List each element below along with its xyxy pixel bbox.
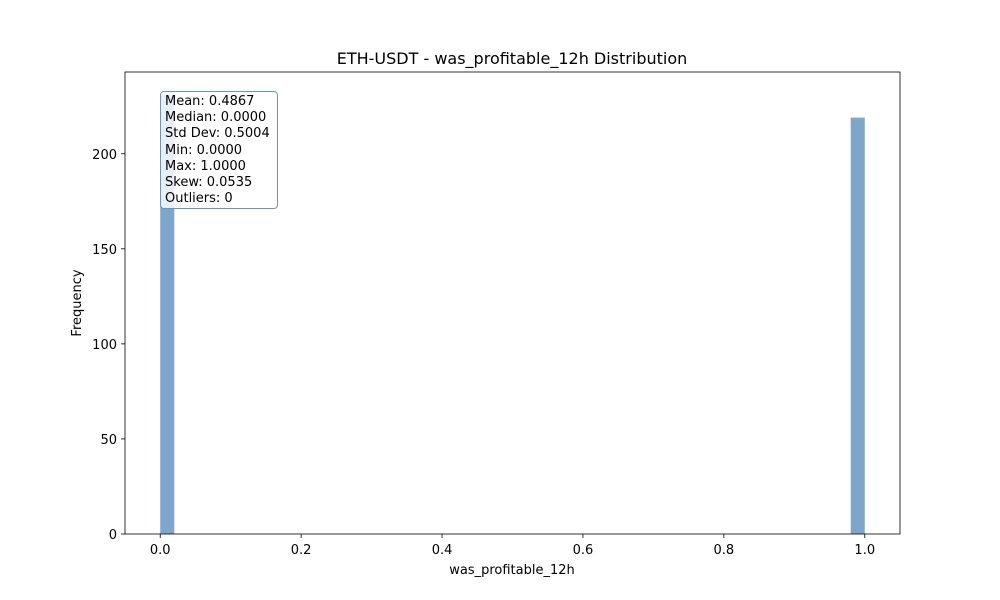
plot-frame [124,71,901,535]
y-tick-label: 150 [92,243,117,258]
stat-median: Median: 0.0000 [165,110,267,126]
stat-min: Min: 0.0000 [165,142,243,158]
x-tick-label: 1.0 [854,543,875,558]
x-tick-label: 0.6 [573,543,594,558]
stat-outliers: Outliers: 0 [165,191,233,207]
y-tick-label: 0 [109,528,117,543]
y-tick-label: 100 [92,338,117,353]
statistics-box: Mean: 0.4867 Median: 0.0000 Std Dev: 0.5… [160,91,278,209]
chart-title: ETH-USDT - was_profitable_12h Distributi… [337,49,688,69]
y-tick-label: 50 [100,433,117,448]
histogram-bar [850,117,865,534]
x-axis-ticks: 0.0 0.2 0.4 0.6 0.8 1.0 [150,534,875,558]
y-tick-label: 200 [92,148,117,163]
stat-max: Max: 1.0000 [165,158,246,174]
x-tick-label: 0.8 [714,543,735,558]
x-axis-label: was_profitable_12h [449,563,575,578]
x-tick-label: 0.4 [432,543,453,558]
x-tick-label: 0.0 [150,543,171,558]
x-tick-label: 0.2 [291,543,312,558]
y-axis-ticks: 0 50 100 150 200 [92,148,125,543]
stat-mean: Mean: 0.4867 [165,94,255,109]
y-axis-label: Frequency [70,269,85,336]
stat-skew: Skew: 0.0535 [165,174,253,190]
stat-std-dev: Std Dev: 0.5004 [165,126,270,142]
